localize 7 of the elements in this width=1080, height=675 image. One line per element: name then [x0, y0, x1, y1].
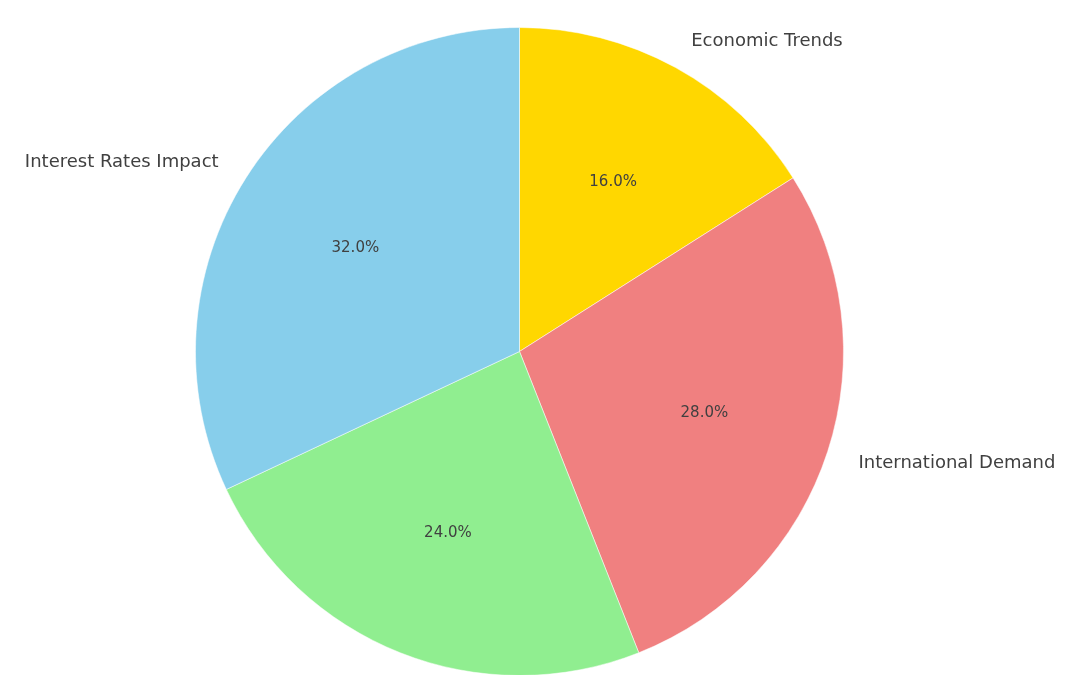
- slice-label: International Demand: [858, 451, 1056, 473]
- data-label: 32.0%: [331, 238, 380, 257]
- data-label: 28.0%: [680, 402, 729, 421]
- data-label: 24.0%: [424, 523, 472, 542]
- data-label: 16.0%: [589, 172, 637, 191]
- slice-label: Interest Rates Impact: [24, 150, 219, 172]
- slice-label: Economic Trends: [691, 28, 843, 50]
